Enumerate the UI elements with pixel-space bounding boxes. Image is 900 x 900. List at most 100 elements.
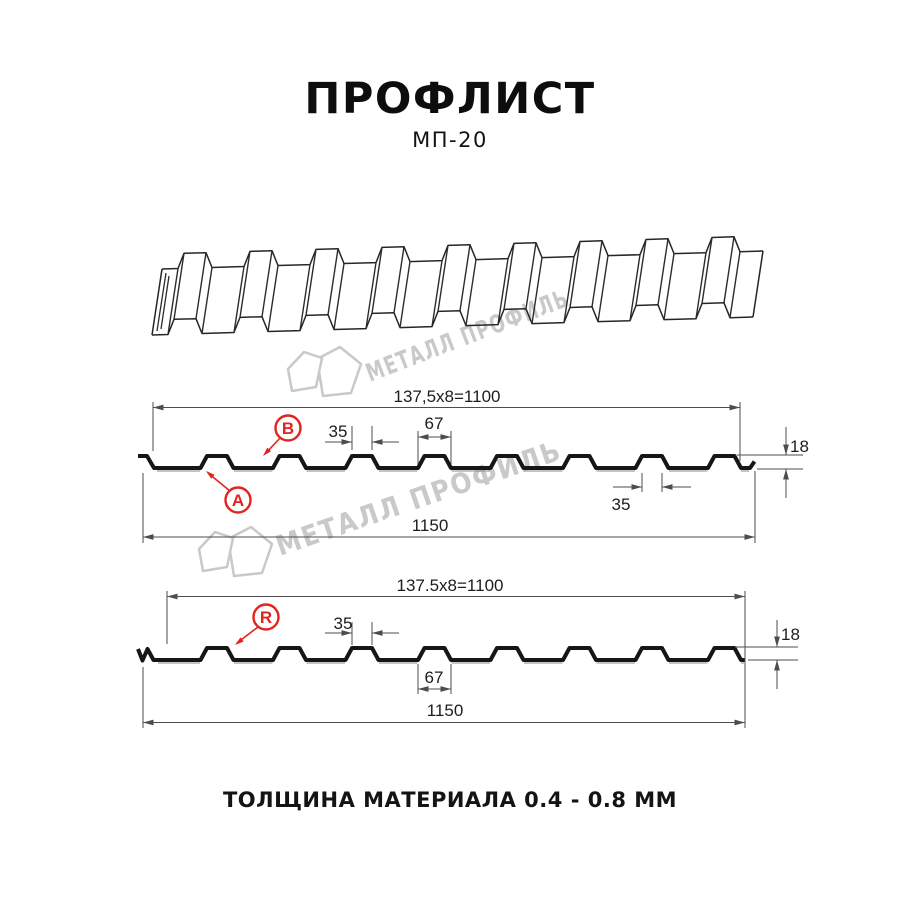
rib-fold-line — [723, 236, 735, 303]
watermark-logo-icon — [286, 345, 363, 398]
sheet-right-edge — [752, 250, 764, 318]
dim-arrow-icon — [341, 439, 352, 445]
profile-outline-r — [136, 646, 745, 663]
rib-fold-line — [233, 266, 245, 333]
dim-arrow-icon — [744, 534, 755, 540]
dim-arrow-icon — [418, 434, 429, 440]
dim-arrow-icon — [372, 439, 383, 445]
dim-arrow-icon — [783, 469, 789, 480]
label-a-circle — [224, 486, 252, 514]
rib-fold-line — [497, 258, 509, 325]
rib-fold-line — [503, 243, 515, 310]
cross-section-r — [136, 591, 798, 728]
rib-fold-line — [305, 249, 317, 316]
cut-edge-line — [156, 272, 167, 332]
label-r: R — [260, 608, 272, 627]
logo-shape-left — [286, 350, 324, 393]
label-a-arrow-icon — [206, 471, 215, 479]
label-r-circle — [252, 603, 280, 631]
rib-bottom-width-dim: 67 — [425, 668, 444, 687]
dim-arrow-icon — [143, 719, 154, 726]
rib-fold-line — [437, 245, 449, 312]
rib-fold-line — [635, 239, 647, 306]
rib-fold-line — [591, 240, 603, 307]
rib-fold-line — [201, 267, 213, 334]
cross-section-r-labels: 137.5x8=1100 1150 35 67 18 R — [235, 576, 800, 720]
rib-fold-line — [465, 259, 477, 326]
rib-fold-line — [701, 237, 713, 304]
page-title: ПРОФЛИСТ — [304, 74, 596, 124]
rib-fold-line — [597, 255, 609, 322]
profile-3d-view — [151, 236, 764, 336]
dim-arrow-icon — [440, 434, 451, 440]
dim-arrow-icon — [734, 719, 745, 726]
label-b-circle — [274, 414, 302, 442]
rib-fold-line — [695, 252, 707, 319]
rib-fold-line — [399, 261, 411, 328]
dim-arrow-icon — [729, 404, 740, 411]
dim-arrow-icon — [167, 593, 178, 600]
rib-fold-line — [569, 241, 581, 308]
dim-arrow-icon — [153, 404, 164, 411]
rib-top-width-dim: 35 — [329, 422, 348, 441]
rib-fold-line — [327, 248, 339, 315]
dim-arrow-icon — [662, 484, 673, 490]
dim-arrow-icon — [372, 630, 383, 636]
rib-fold-line — [299, 264, 311, 331]
dim-arrow-icon — [440, 686, 451, 692]
dim-arrow-icon — [418, 686, 429, 692]
dim-arrow-icon — [631, 484, 642, 490]
rib-fold-line — [431, 260, 443, 327]
profile-outline-ab — [138, 454, 757, 470]
rib-bottom-width-dim: 67 — [425, 414, 444, 433]
dim-arrow-icon — [774, 660, 780, 671]
sheet-left-edge — [151, 268, 163, 336]
rib-fold-line — [563, 256, 575, 323]
overall-width-dim: 1150 — [412, 516, 449, 535]
dim-arrow-icon — [774, 636, 780, 647]
rib-fold-line — [167, 268, 179, 335]
watermark-text: МЕТАЛЛ ПРОФИЛЬ — [272, 434, 566, 563]
covering-width-dim: 137.5x8=1100 — [397, 576, 504, 595]
rib-fold-line — [663, 253, 675, 320]
cut-edge-line — [160, 275, 170, 330]
height-dim: 18 — [781, 625, 800, 644]
rib-fold-line — [267, 265, 279, 332]
rib-fold-line — [459, 244, 471, 311]
rib-top-width-dim: 35 — [334, 614, 353, 633]
rib-fold-line — [365, 262, 377, 329]
product-code: МП-20 — [412, 128, 488, 152]
height-dim: 18 — [790, 437, 809, 456]
cross-section-ab — [138, 402, 803, 543]
rib-fold-line — [195, 252, 207, 319]
label-r-arrow-icon — [235, 637, 244, 645]
label-b: B — [282, 419, 294, 438]
watermark-logo-icon — [197, 525, 274, 578]
logo-shape-right — [226, 525, 274, 578]
watermark-text: МЕТАЛЛ ПРОФИЛЬ — [362, 283, 573, 387]
label-a: A — [232, 491, 244, 510]
logo-shape-left — [197, 530, 235, 573]
rib-fold-line — [629, 254, 641, 321]
dim-arrow-icon — [341, 630, 352, 636]
dim-arrow-icon — [143, 534, 154, 540]
logo-shape-right — [315, 345, 363, 398]
dim-arrow-icon — [734, 593, 745, 600]
rib-fold-line — [531, 257, 543, 324]
rib-base-width-dim: 35 — [612, 495, 631, 514]
label-b-arrow-icon — [263, 447, 272, 456]
rib-fold-line — [371, 247, 383, 314]
rib-fold-line — [525, 242, 537, 309]
rib-fold-line — [333, 263, 345, 330]
rib-fold-line — [261, 250, 273, 317]
cross-section-ab-labels: 137,5x8=1100 1150 35 67 35 18 A B — [206, 387, 809, 535]
rib-fold-line — [657, 238, 669, 305]
rib-fold-line — [173, 253, 185, 320]
overall-width-dim: 1150 — [427, 701, 464, 720]
sheet-near-edge — [151, 302, 754, 336]
covering-width-dim: 137,5x8=1100 — [394, 387, 501, 406]
rib-fold-line — [239, 251, 251, 318]
rib-fold-line — [393, 246, 405, 313]
